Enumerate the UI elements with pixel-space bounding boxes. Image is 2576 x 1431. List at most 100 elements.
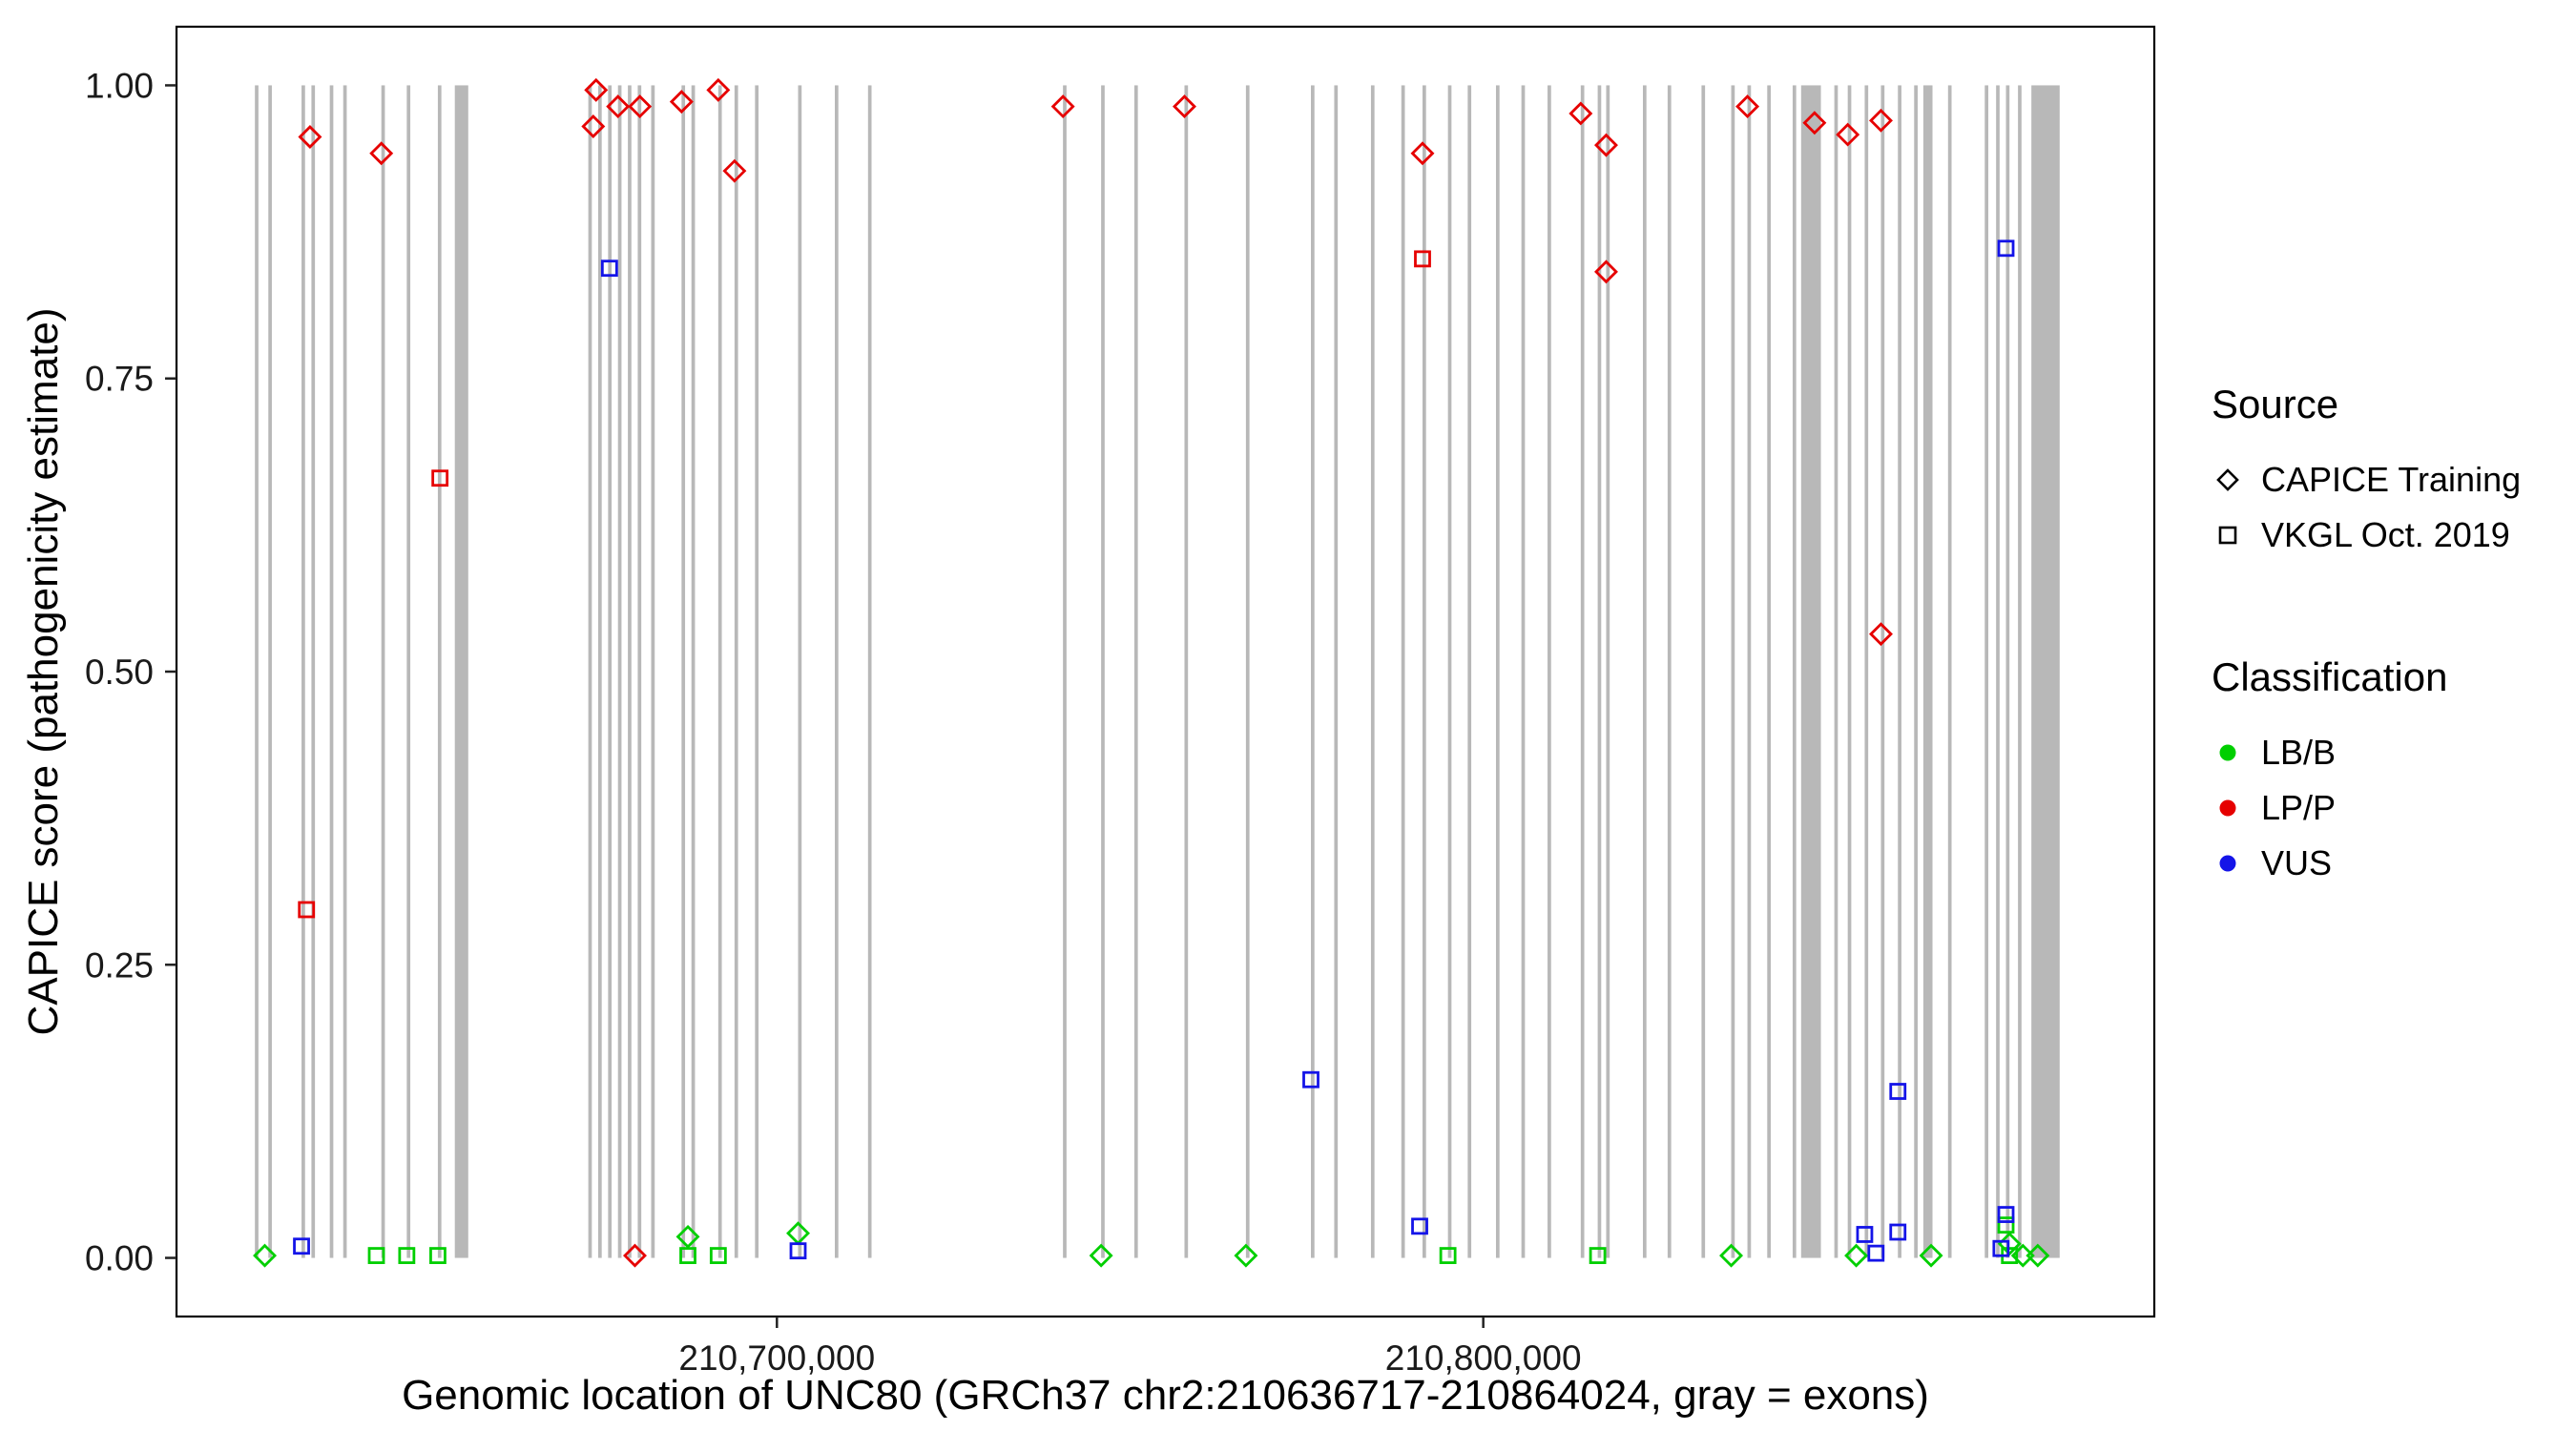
- exon-bar: [681, 85, 686, 1258]
- exon-bar: [301, 85, 305, 1258]
- exon-bar: [798, 85, 802, 1258]
- data-point-diamond: [584, 77, 609, 102]
- exon-bar: [1370, 85, 1375, 1258]
- axis-ticks-group: 210,700,000 210,800,000 0.00 0.25 0.50 0.75 1.…: [85, 66, 1582, 1378]
- exon-bar: [2031, 85, 2060, 1258]
- data-point-diamond: [1802, 111, 1827, 135]
- exon-bar: [1133, 85, 1138, 1258]
- data-point-diamond: [669, 90, 694, 114]
- exon-bar: [1467, 85, 1472, 1258]
- exon-bar: [1184, 85, 1189, 1258]
- exon-bar: [1401, 85, 1405, 1258]
- square-outline-icon: [2218, 526, 2237, 545]
- exon-bar: [268, 85, 272, 1258]
- exon-bar: [437, 85, 442, 1258]
- data-point-diamond: [706, 77, 731, 102]
- data-point-diamond: [2025, 1243, 2050, 1268]
- data-point-square: [1411, 1217, 1428, 1235]
- legend-source: Source CAPICE Training VKGL Oct. 2019: [2212, 382, 2574, 563]
- data-point-diamond: [1735, 94, 1760, 119]
- exon-bar: [1422, 85, 1426, 1258]
- data-point-diamond: [1089, 1243, 1113, 1268]
- data-points-group: [253, 77, 2050, 1268]
- data-point-square: [298, 901, 316, 919]
- data-point-diamond: [1173, 94, 1196, 119]
- legend-item-label: CAPICE Training: [2261, 460, 2522, 499]
- legend-classification: Classification LB/B LP/P VUS: [2212, 654, 2574, 891]
- exon-bars-group: [255, 85, 2060, 1258]
- data-point-square: [429, 1247, 447, 1264]
- data-point-square: [1414, 250, 1431, 268]
- legend-classification-title: Classification: [2212, 654, 2448, 699]
- data-point-diamond: [1050, 94, 1075, 119]
- data-point-diamond: [298, 125, 322, 150]
- data-point-diamond: [1844, 1243, 1869, 1268]
- data-point-diamond: [1594, 133, 1618, 157]
- data-point-square: [367, 1247, 385, 1264]
- exon-bar: [1947, 85, 1952, 1258]
- exon-bar: [835, 85, 839, 1258]
- data-point-square: [1997, 239, 2015, 258]
- data-point-diamond: [1869, 622, 1893, 647]
- data-point-diamond: [675, 1224, 700, 1249]
- exon-bar: [691, 85, 696, 1258]
- exon-bar: [867, 85, 872, 1258]
- exon-bar: [1580, 85, 1585, 1258]
- data-point-diamond: [1594, 259, 1618, 284]
- panel-frame-group: [175, 25, 2156, 1318]
- data-point-diamond: [1234, 1243, 1258, 1268]
- exon-bar: [406, 85, 411, 1258]
- data-point-diamond: [628, 94, 653, 119]
- legend-item-vus: VUS: [2212, 836, 2574, 891]
- exon-bar: [1800, 85, 1821, 1258]
- exon-bar: [343, 85, 347, 1258]
- exon-bar: [1063, 85, 1067, 1258]
- blue-dot-icon: [2219, 855, 2236, 872]
- exon-bar: [381, 85, 385, 1258]
- data-point-diamond: [1919, 1243, 1943, 1268]
- data-point-diamond: [1568, 101, 1593, 126]
- exon-bar: [1701, 85, 1706, 1258]
- exon-bar: [1984, 85, 1989, 1258]
- data-point-diamond: [623, 1243, 647, 1268]
- data-point-square: [709, 1247, 727, 1264]
- legend-source-title: Source: [2212, 382, 2339, 426]
- exon-bar: [1642, 85, 1647, 1258]
- exon-bar: [1731, 85, 1735, 1258]
- data-point-square: [431, 469, 449, 487]
- exon-bar: [597, 85, 602, 1258]
- data-point-square: [1856, 1226, 1874, 1243]
- data-point-square: [789, 1242, 807, 1260]
- legend: Source CAPICE Training VKGL Oct. 2019 Cl…: [2212, 382, 2574, 891]
- exon-bar: [1597, 85, 1602, 1258]
- exon-bar: [637, 85, 642, 1258]
- exon-bar: [1747, 85, 1752, 1258]
- exon-bar: [1334, 85, 1339, 1258]
- legend-item-label: VKGL Oct. 2019: [2261, 515, 2510, 554]
- data-point-square: [1997, 1206, 2015, 1223]
- exon-bar: [329, 85, 334, 1258]
- data-point-square: [679, 1247, 696, 1264]
- data-point-square: [1992, 1239, 2010, 1257]
- exon-bar: [651, 85, 655, 1258]
- data-point-square: [1302, 1070, 1319, 1089]
- exon-bar: [628, 85, 632, 1258]
- y-tick-label: 0.25: [85, 945, 154, 985]
- exon-bar: [1914, 85, 1918, 1258]
- green-dot-icon: [2219, 744, 2236, 761]
- exon-bar: [1101, 85, 1105, 1258]
- legend-item-lbb: LB/B: [2212, 725, 2574, 780]
- exon-bar: [608, 85, 613, 1258]
- exon-bar: [734, 85, 738, 1258]
- exon-bar: [1495, 85, 1500, 1258]
- x-tick-label: 210,800,000: [1385, 1338, 1582, 1378]
- y-tick-label: 1.00: [85, 66, 154, 105]
- y-tick-label: 0.75: [85, 360, 154, 399]
- data-point-square: [1439, 1247, 1457, 1264]
- exon-bar: [1606, 85, 1610, 1258]
- exon-bar: [1792, 85, 1797, 1258]
- data-point-diamond: [1836, 122, 1860, 147]
- data-point-square: [600, 259, 618, 278]
- exon-bar: [1864, 85, 1869, 1258]
